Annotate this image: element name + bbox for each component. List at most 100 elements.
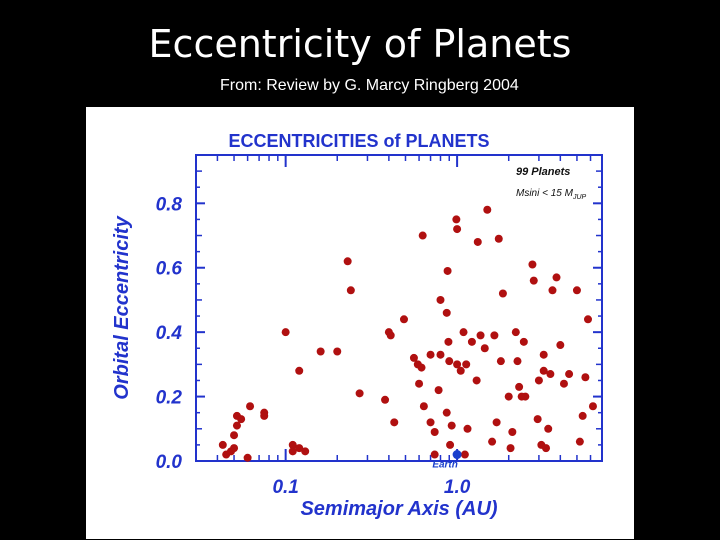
planet-point xyxy=(453,225,462,234)
planet-point xyxy=(346,286,355,295)
earth-point xyxy=(452,450,462,460)
planet-point xyxy=(444,337,453,346)
planet-point xyxy=(578,411,587,420)
planet-point xyxy=(480,344,489,353)
planet-point xyxy=(316,347,325,356)
planet-point xyxy=(460,450,469,459)
planet-point xyxy=(476,331,485,340)
planet-point xyxy=(415,379,424,388)
planet-point xyxy=(528,260,537,269)
planet-point xyxy=(218,440,227,449)
planet-point xyxy=(430,450,439,459)
planet-point xyxy=(333,347,342,356)
planet-point xyxy=(295,366,304,375)
x-tick-label: 1.0 xyxy=(444,477,471,498)
planet-point xyxy=(246,402,255,411)
planet-point xyxy=(426,350,435,359)
planet-point xyxy=(472,376,481,385)
earth-marker: Earth xyxy=(432,450,462,471)
planet-point xyxy=(430,428,439,437)
planet-point xyxy=(583,315,592,324)
planet-points xyxy=(218,205,597,462)
planet-point xyxy=(447,421,456,430)
planet-point xyxy=(230,444,239,453)
planet-point xyxy=(442,408,451,417)
planet-point xyxy=(534,376,543,385)
planet-point xyxy=(506,444,515,453)
planet-point xyxy=(434,386,443,395)
planet-point xyxy=(515,382,524,391)
planet-point xyxy=(343,257,352,266)
earth-label: Earth xyxy=(432,460,458,471)
planet-point xyxy=(237,415,246,424)
planet-point xyxy=(381,395,390,404)
planet-point xyxy=(572,286,581,295)
slide-title: Eccentricity of Planets xyxy=(148,22,572,66)
y-tick-label: 0.0 xyxy=(156,452,183,473)
planet-point xyxy=(419,402,428,411)
y-axis: 0.0 0.2 0.4 0.6 0.8 xyxy=(156,170,602,473)
planet-point xyxy=(544,424,553,433)
planet-point xyxy=(565,370,574,379)
planet-point xyxy=(542,444,551,453)
planet-point xyxy=(436,350,445,359)
planet-point xyxy=(559,379,568,388)
y-axis-label: Orbital Eccentricity xyxy=(111,215,133,399)
planet-point xyxy=(498,289,507,298)
chart-title: ECCENTRICITIES of PLANETS xyxy=(228,131,489,151)
planet-point xyxy=(452,215,461,224)
planet-point xyxy=(386,331,395,340)
y-tick-label: 0.2 xyxy=(156,388,183,409)
planet-point xyxy=(588,402,597,411)
planet-point xyxy=(539,366,548,375)
planet-point xyxy=(442,308,451,317)
planet-point xyxy=(456,366,465,375)
planet-point xyxy=(459,328,468,337)
planet-point xyxy=(443,266,452,275)
planet-point xyxy=(445,357,454,366)
planet-point xyxy=(529,276,538,285)
planet-point xyxy=(546,370,555,379)
planet-point xyxy=(446,440,455,449)
slide-subtitle: From: Review by G. Marcy Ringberg 2004 xyxy=(220,77,519,94)
planet-point xyxy=(467,337,476,346)
planet-point xyxy=(417,363,426,372)
planet-point xyxy=(490,331,499,340)
planet-point xyxy=(492,418,501,427)
planet-point xyxy=(243,453,252,462)
planet-point xyxy=(301,447,310,456)
planet-point xyxy=(539,350,548,359)
planet-point xyxy=(552,273,561,282)
planet-point xyxy=(494,234,503,243)
planet-point xyxy=(355,389,364,398)
planet-point xyxy=(533,415,542,424)
planet-point xyxy=(519,337,528,346)
planet-point xyxy=(473,237,482,246)
x-axis-label: Semimajor Axis (AU) xyxy=(300,498,497,520)
planet-point xyxy=(288,447,297,456)
legend-planet-count: 99 Planets xyxy=(516,166,570,178)
planet-point xyxy=(426,418,435,427)
planet-point xyxy=(556,341,565,350)
planet-point xyxy=(496,357,505,366)
y-tick-label: 0.6 xyxy=(156,259,183,280)
planet-point xyxy=(575,437,584,446)
planet-point xyxy=(288,440,297,449)
planet-point xyxy=(483,205,492,214)
planet-point xyxy=(390,418,399,427)
planet-point xyxy=(511,328,520,337)
planet-point xyxy=(504,392,513,401)
chart-background xyxy=(86,107,634,539)
legend-mass-limit: Msini < 15 MJUP xyxy=(516,188,587,201)
planet-point xyxy=(463,424,472,433)
y-tick-label: 0.8 xyxy=(156,194,183,215)
planet-point xyxy=(462,360,471,369)
planet-point xyxy=(488,437,497,446)
planet-point xyxy=(399,315,408,324)
planet-point xyxy=(295,444,304,453)
planet-point xyxy=(409,353,418,362)
y-tick-label: 0.4 xyxy=(156,323,183,344)
planet-point xyxy=(508,428,517,437)
planet-point xyxy=(260,411,269,420)
planet-point xyxy=(453,360,462,369)
